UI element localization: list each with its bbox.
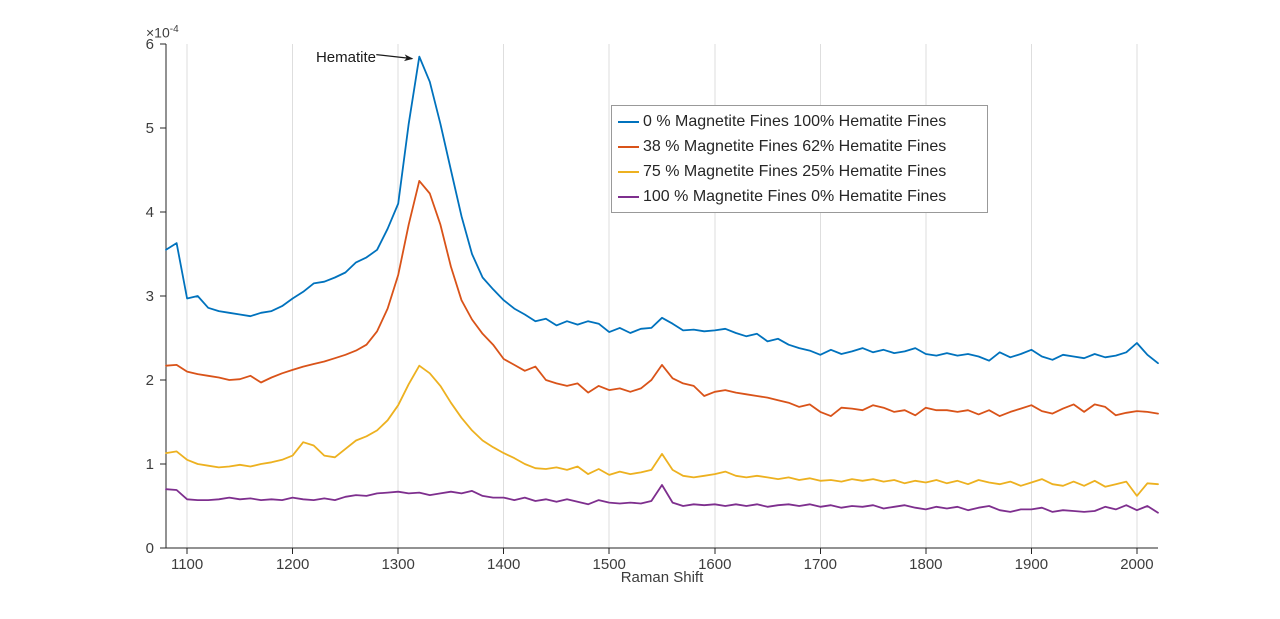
legend-entry-1: 38 % Magnetite Fines 62% Hematite Fines bbox=[612, 134, 987, 159]
y-tick-label: 1 bbox=[146, 456, 154, 473]
x-tick-label: 1500 bbox=[593, 556, 626, 573]
x-tick-label: 2000 bbox=[1120, 556, 1153, 573]
series-line-3 bbox=[165, 484, 1159, 514]
series-line-0 bbox=[165, 55, 1159, 365]
x-tick-label: 1200 bbox=[276, 556, 309, 573]
series-line-1 bbox=[165, 179, 1159, 418]
legend-line-swatch-purple bbox=[618, 195, 639, 198]
x-axis-label: Raman Shift bbox=[620, 569, 704, 586]
tick-labels: 1100 1200 1300 1400 1500 1600 1700 1800 1900 2000… bbox=[146, 36, 1154, 573]
x-tick-label: 1600 bbox=[698, 556, 731, 573]
legend-entry-0: 0 % Magnetite Fines 100% Hematite Fines bbox=[612, 109, 987, 134]
legend-line-swatch-yellow bbox=[618, 170, 639, 173]
legend-entry-3: 100 % Magnetite Fines 0% Hematite Fines bbox=[612, 184, 987, 209]
y-tick-label: 6 bbox=[146, 36, 154, 53]
x-tick-label: 1100 bbox=[171, 556, 203, 573]
legend-label: 100 % Magnetite Fines 0% Hematite Fines bbox=[643, 187, 947, 205]
legend-box: 0 % Magnetite Fines 100% Hematite Fines … bbox=[611, 105, 988, 213]
x-tick-label: 1800 bbox=[909, 556, 942, 573]
y-tick-label: 3 bbox=[146, 288, 154, 305]
y-tick-label: 4 bbox=[146, 204, 154, 221]
y-tick-label: 5 bbox=[146, 120, 154, 137]
legend-label: 75 % Magnetite Fines 25% Hematite Fines bbox=[643, 162, 947, 180]
legend-line-swatch-blue bbox=[618, 120, 639, 123]
hematite-annotation-label: Hematite bbox=[315, 49, 376, 66]
legend-line-swatch-orange bbox=[618, 145, 639, 148]
y-tick-label: 0 bbox=[146, 540, 154, 557]
legend-entry-2: 75 % Magnetite Fines 25% Hematite Fines bbox=[612, 159, 987, 184]
legend-label: 0 % Magnetite Fines 100% Hematite Fines bbox=[643, 112, 947, 130]
legend-label: 38 % Magnetite Fines 62% Hematite Fines bbox=[643, 137, 947, 155]
x-tick-label: 1400 bbox=[487, 556, 520, 573]
y-axis-exponent: ×10-4 bbox=[146, 24, 179, 41]
series-line-2 bbox=[165, 364, 1159, 497]
x-tick-label: 1900 bbox=[1015, 556, 1048, 573]
axes bbox=[160, 43, 1158, 554]
annotation-arrow bbox=[376, 54, 414, 62]
x-tick-label: 1700 bbox=[804, 556, 837, 573]
x-tick-label: 1300 bbox=[381, 556, 414, 573]
y-tick-label: 2 bbox=[146, 372, 154, 389]
